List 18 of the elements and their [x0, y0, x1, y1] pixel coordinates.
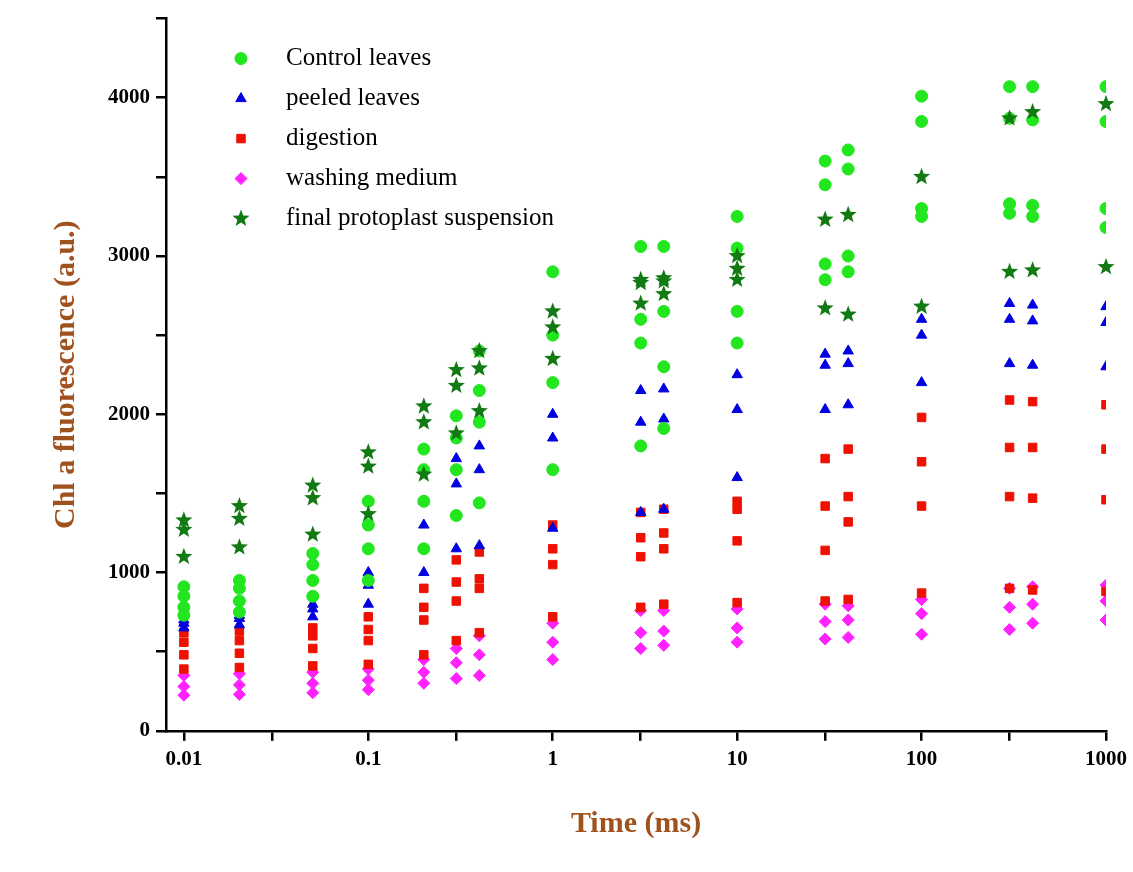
x-axis-title: Time (ms)	[570, 804, 702, 839]
x-tick-label: 0.01	[165, 745, 203, 770]
x-tick-label: 10	[726, 745, 748, 770]
legend-label: digestion	[286, 123, 379, 151]
y-tick-label: 1000	[108, 558, 150, 583]
x-tick-label: 100	[905, 745, 938, 770]
y-tick-label: 3000	[108, 242, 150, 267]
x-tick-label: 0.1	[355, 745, 382, 770]
x-tick-label: 1	[547, 745, 558, 770]
y-tick-label: 2000	[108, 400, 150, 425]
y-tick-label: 0	[139, 717, 150, 742]
legend-label: peeled leaves	[286, 83, 420, 111]
legend-label: Control leaves	[286, 43, 432, 71]
y-tick-label: 4000	[108, 84, 150, 109]
x-tick-label: 1000	[1085, 745, 1127, 770]
legend-label: washing medium	[286, 163, 459, 191]
y-axis-title: Chl a fluorescence (a.u.)	[46, 220, 81, 529]
legend-label: final protoplast suspension	[286, 203, 555, 231]
